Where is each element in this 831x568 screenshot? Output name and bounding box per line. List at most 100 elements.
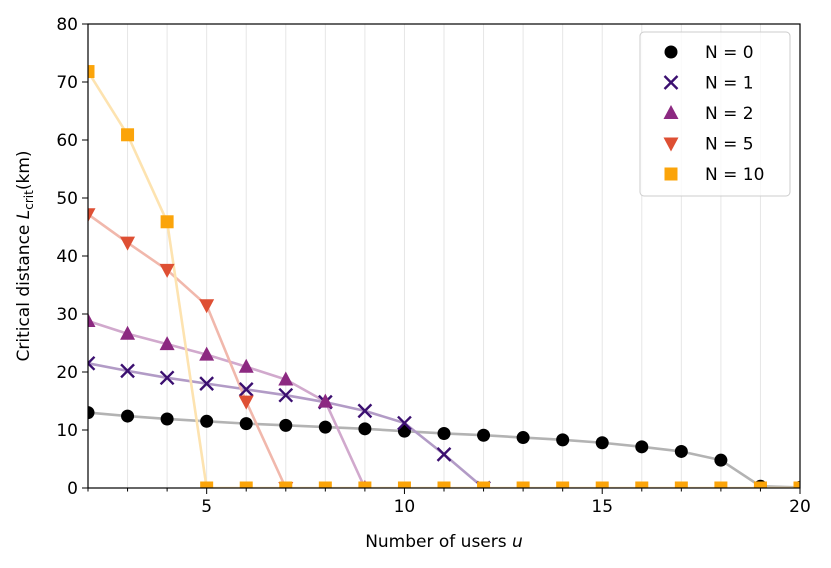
data-point (239, 417, 253, 431)
ticks: 5 10 15 20 0 10 20 30 40 50 60 70 80 (56, 15, 810, 517)
marker-stroke (357, 403, 373, 419)
data-point (200, 481, 214, 488)
marker-stroke (238, 382, 254, 397)
data-point (477, 481, 491, 488)
data-point (477, 428, 491, 442)
data-point (120, 363, 135, 379)
data-point (199, 346, 215, 361)
series-group (88, 406, 800, 488)
y-axis-label: Critical distance Lcrit(km) (14, 150, 36, 361)
series-group (88, 355, 491, 488)
data-point (239, 481, 253, 488)
y-tick-label: 70 (56, 73, 78, 93)
data-point (279, 481, 293, 488)
legend-label: N = 1 (705, 74, 754, 94)
data-point (279, 418, 293, 432)
data-point (121, 128, 135, 142)
legend-marker (663, 75, 679, 90)
legend-label: N = 2 (705, 104, 754, 124)
data-point (120, 325, 136, 340)
legend-entry: N = 5 (663, 135, 754, 155)
legend-box (639, 31, 791, 197)
data-point (357, 403, 373, 419)
legend-label: N = 10 (705, 165, 764, 185)
data-point (200, 414, 214, 428)
data-point (714, 453, 728, 467)
marker-stroke (88, 361, 96, 371)
y-tick-label: 50 (56, 189, 78, 209)
data-point (160, 412, 174, 426)
data-point (595, 481, 609, 488)
marker-stroke (278, 387, 294, 403)
series-line (88, 319, 367, 488)
data-point (278, 371, 294, 386)
data-point (159, 336, 175, 351)
y-tick-label: 80 (56, 15, 78, 35)
series-group (88, 312, 370, 488)
legend-entry: N = 2 (663, 104, 754, 124)
data-point (88, 208, 96, 223)
data-point (159, 263, 175, 278)
legend-entry: N = 1 (663, 74, 754, 94)
data-point (635, 440, 649, 454)
legend: N = 0 N = 1 N = 2 N = 5 N = 10 (639, 31, 791, 197)
data-point (674, 444, 688, 458)
legend-marker (663, 105, 679, 119)
y-tick-label: 10 (56, 421, 78, 441)
data-point (88, 406, 95, 420)
marker-stroke (663, 75, 679, 90)
data-point (793, 481, 800, 488)
legend-marker (663, 137, 679, 152)
x-axis-label: Number of users u (365, 532, 523, 552)
legend-marker (664, 45, 678, 59)
y-tick-label: 60 (56, 131, 78, 151)
data-point (714, 481, 728, 488)
data-point (516, 481, 530, 488)
y-tick-label: 0 (67, 479, 78, 499)
x-tick-label: 15 (591, 497, 613, 517)
x-tick-label: 10 (394, 497, 416, 517)
marker-stroke (436, 447, 452, 462)
y-tick-label: 30 (56, 305, 78, 325)
data-point (278, 387, 294, 403)
series-group (88, 65, 800, 488)
grid (87, 24, 801, 488)
marker-stroke (199, 376, 215, 391)
data-point (238, 382, 254, 397)
y-tick-label: 40 (56, 247, 78, 267)
data-point (595, 436, 609, 450)
data-point (238, 395, 254, 410)
data-point (318, 420, 332, 434)
data-point (121, 409, 135, 423)
marker-stroke (397, 415, 412, 431)
data-point (397, 415, 412, 431)
data-point (436, 447, 452, 462)
data-point (88, 312, 96, 327)
legend-label: N = 0 (705, 43, 754, 63)
data-point (674, 481, 688, 488)
data-point (317, 393, 333, 408)
x-tick-label: 5 (201, 497, 212, 517)
data-point (318, 481, 332, 488)
data-point (120, 236, 136, 251)
data-point (556, 433, 570, 447)
data-point (556, 481, 570, 488)
data-point (199, 376, 215, 391)
data-point (437, 481, 451, 488)
marker-stroke (120, 363, 135, 379)
marker-stroke (88, 355, 96, 365)
y-tick-label: 20 (56, 363, 78, 383)
marker-stroke (159, 370, 175, 386)
data-point (238, 358, 254, 373)
legend-marker (664, 167, 678, 181)
data-point (358, 481, 372, 488)
legend-label: N = 5 (705, 135, 754, 155)
legend-entry: N = 0 (664, 43, 754, 63)
data-point (753, 481, 767, 488)
data-point (199, 299, 215, 314)
data-point (88, 65, 95, 79)
data-point (397, 481, 411, 488)
x-tick-label: 20 (789, 497, 811, 517)
legend-entry: N = 10 (664, 165, 764, 185)
